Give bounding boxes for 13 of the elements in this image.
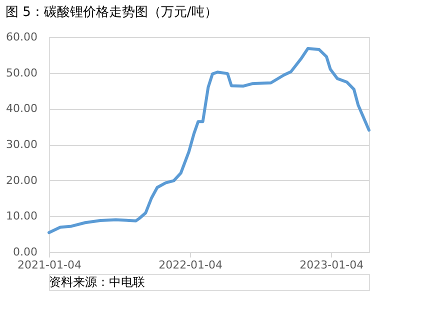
y-tick-label: 0.00	[13, 246, 38, 258]
y-tick-label: 40.00	[6, 102, 38, 116]
y-tick-label: 10.00	[6, 210, 38, 223]
y-tick-label: 60.00	[6, 30, 38, 44]
y-tick-label: 50.00	[6, 66, 38, 80]
y-tick-label: 20.00	[6, 174, 38, 187]
text: 资料来源：中电联	[49, 275, 145, 289]
x-tick-label: 2021-01-04	[18, 258, 82, 272]
x-tick-label: 2022-01-04	[158, 258, 223, 272]
y-tick-label: 30.00	[6, 138, 38, 151]
line-series	[48, 46, 370, 234]
chart-title: 图 5：碳酸锂价格走势图（万元/吨）	[6, 5, 218, 20]
x-tick-label: 2023-01-04	[300, 258, 364, 272]
